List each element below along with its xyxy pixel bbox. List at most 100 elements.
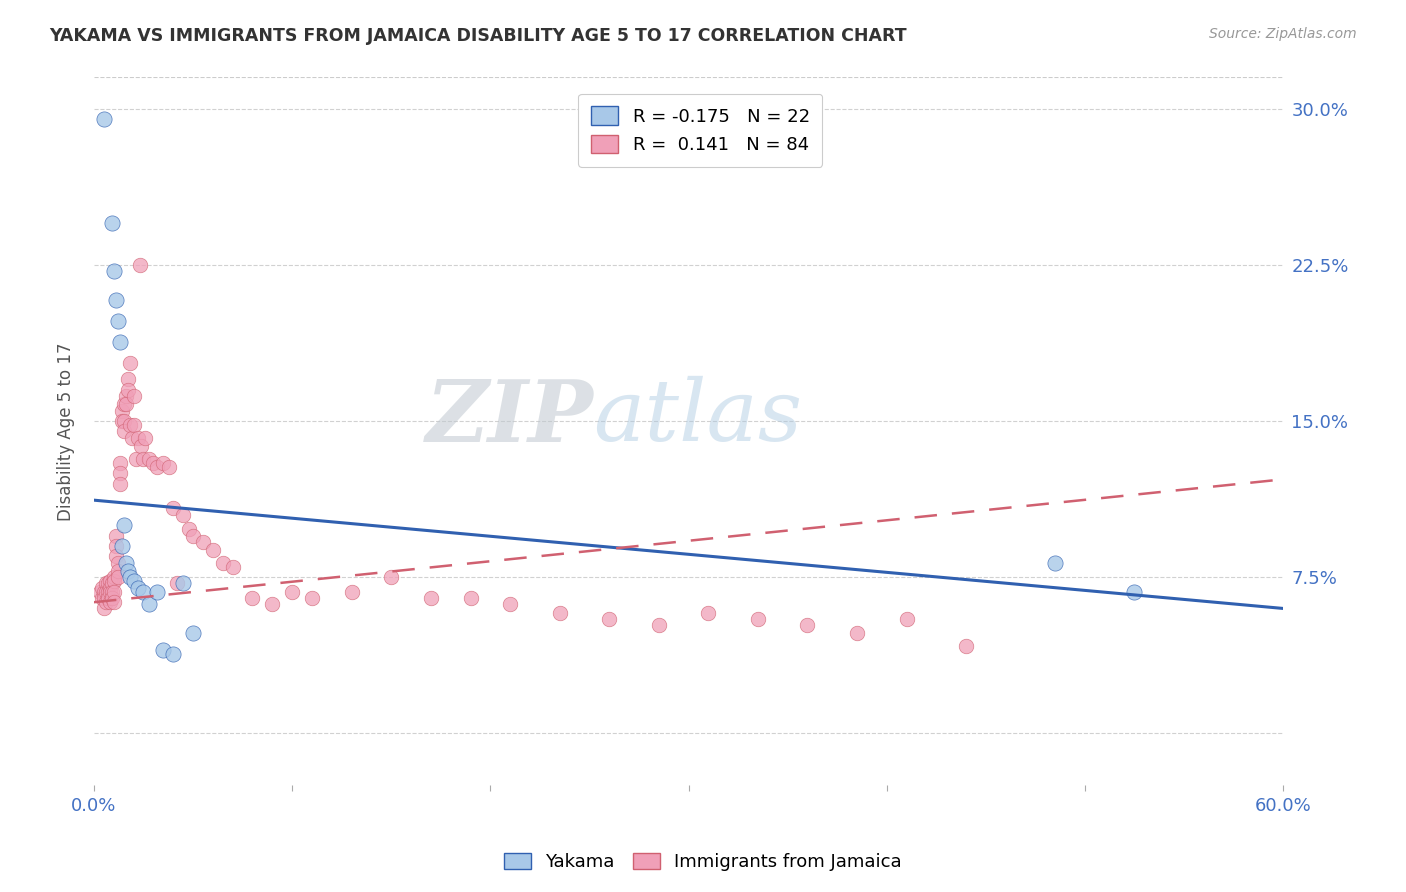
Point — [112, 414, 135, 428]
Point — [122, 389, 145, 403]
Point — [152, 643, 174, 657]
Point — [598, 612, 620, 626]
Point — [146, 459, 169, 474]
Point — [97, 584, 120, 599]
Point — [281, 584, 304, 599]
Point — [191, 534, 214, 549]
Point — [201, 543, 224, 558]
Point — [121, 431, 143, 445]
Point — [166, 576, 188, 591]
Point — [100, 591, 122, 605]
Point — [211, 556, 233, 570]
Point — [181, 528, 204, 542]
Text: Source: ZipAtlas.com: Source: ZipAtlas.com — [1209, 27, 1357, 41]
Point — [131, 439, 153, 453]
Point — [796, 618, 818, 632]
Point — [97, 576, 120, 591]
Point — [122, 574, 145, 589]
Legend: R = -0.175   N = 22, R =  0.141   N = 84: R = -0.175 N = 22, R = 0.141 N = 84 — [578, 94, 823, 167]
Point — [162, 647, 184, 661]
Point — [221, 559, 243, 574]
Point — [1123, 584, 1146, 599]
Point — [747, 612, 769, 626]
Point — [157, 459, 180, 474]
Point — [98, 581, 121, 595]
Point — [896, 612, 918, 626]
Point — [138, 451, 160, 466]
Point — [112, 397, 135, 411]
Point — [146, 584, 169, 599]
Point — [172, 576, 194, 591]
Point — [111, 403, 134, 417]
Point — [103, 264, 125, 278]
Point — [107, 556, 129, 570]
Point — [107, 314, 129, 328]
Point — [94, 595, 117, 609]
Point — [127, 581, 149, 595]
Point — [103, 570, 125, 584]
Point — [103, 595, 125, 609]
Point — [142, 456, 165, 470]
Point — [93, 591, 115, 605]
Point — [103, 574, 125, 589]
Point — [108, 476, 131, 491]
Point — [128, 258, 150, 272]
Point — [955, 639, 977, 653]
Point — [108, 466, 131, 480]
Point — [172, 508, 194, 522]
Point — [100, 216, 122, 230]
Point — [132, 451, 155, 466]
Point — [262, 597, 284, 611]
Point — [93, 584, 115, 599]
Y-axis label: Disability Age 5 to 17: Disability Age 5 to 17 — [58, 343, 75, 521]
Point — [108, 456, 131, 470]
Point — [112, 425, 135, 439]
Point — [89, 584, 111, 599]
Legend: Yakama, Immigrants from Jamaica: Yakama, Immigrants from Jamaica — [496, 846, 910, 879]
Text: ZIP: ZIP — [426, 376, 593, 459]
Point — [846, 626, 869, 640]
Point — [134, 431, 156, 445]
Point — [90, 591, 112, 605]
Point — [98, 574, 121, 589]
Point — [114, 397, 136, 411]
Point — [94, 576, 117, 591]
Point — [114, 556, 136, 570]
Point — [1043, 556, 1066, 570]
Point — [242, 591, 264, 605]
Point — [127, 431, 149, 445]
Point — [138, 597, 160, 611]
Point — [114, 389, 136, 403]
Point — [177, 522, 200, 536]
Point — [104, 293, 127, 308]
Point — [112, 518, 135, 533]
Point — [548, 606, 571, 620]
Point — [90, 581, 112, 595]
Text: atlas: atlas — [593, 376, 803, 458]
Point — [648, 618, 671, 632]
Point — [98, 584, 121, 599]
Point — [111, 539, 134, 553]
Point — [97, 591, 120, 605]
Point — [107, 564, 129, 578]
Point — [94, 584, 117, 599]
Point — [117, 372, 139, 386]
Point — [118, 418, 141, 433]
Point — [499, 597, 522, 611]
Point — [132, 584, 155, 599]
Point — [108, 334, 131, 349]
Point — [118, 570, 141, 584]
Point — [103, 584, 125, 599]
Point — [111, 414, 134, 428]
Point — [107, 570, 129, 584]
Point — [117, 383, 139, 397]
Point — [93, 601, 115, 615]
Text: YAKAMA VS IMMIGRANTS FROM JAMAICA DISABILITY AGE 5 TO 17 CORRELATION CHART: YAKAMA VS IMMIGRANTS FROM JAMAICA DISABI… — [49, 27, 907, 45]
Point — [162, 501, 184, 516]
Point — [118, 356, 141, 370]
Point — [93, 112, 115, 127]
Point — [340, 584, 363, 599]
Point — [152, 456, 174, 470]
Point — [122, 418, 145, 433]
Point — [104, 528, 127, 542]
